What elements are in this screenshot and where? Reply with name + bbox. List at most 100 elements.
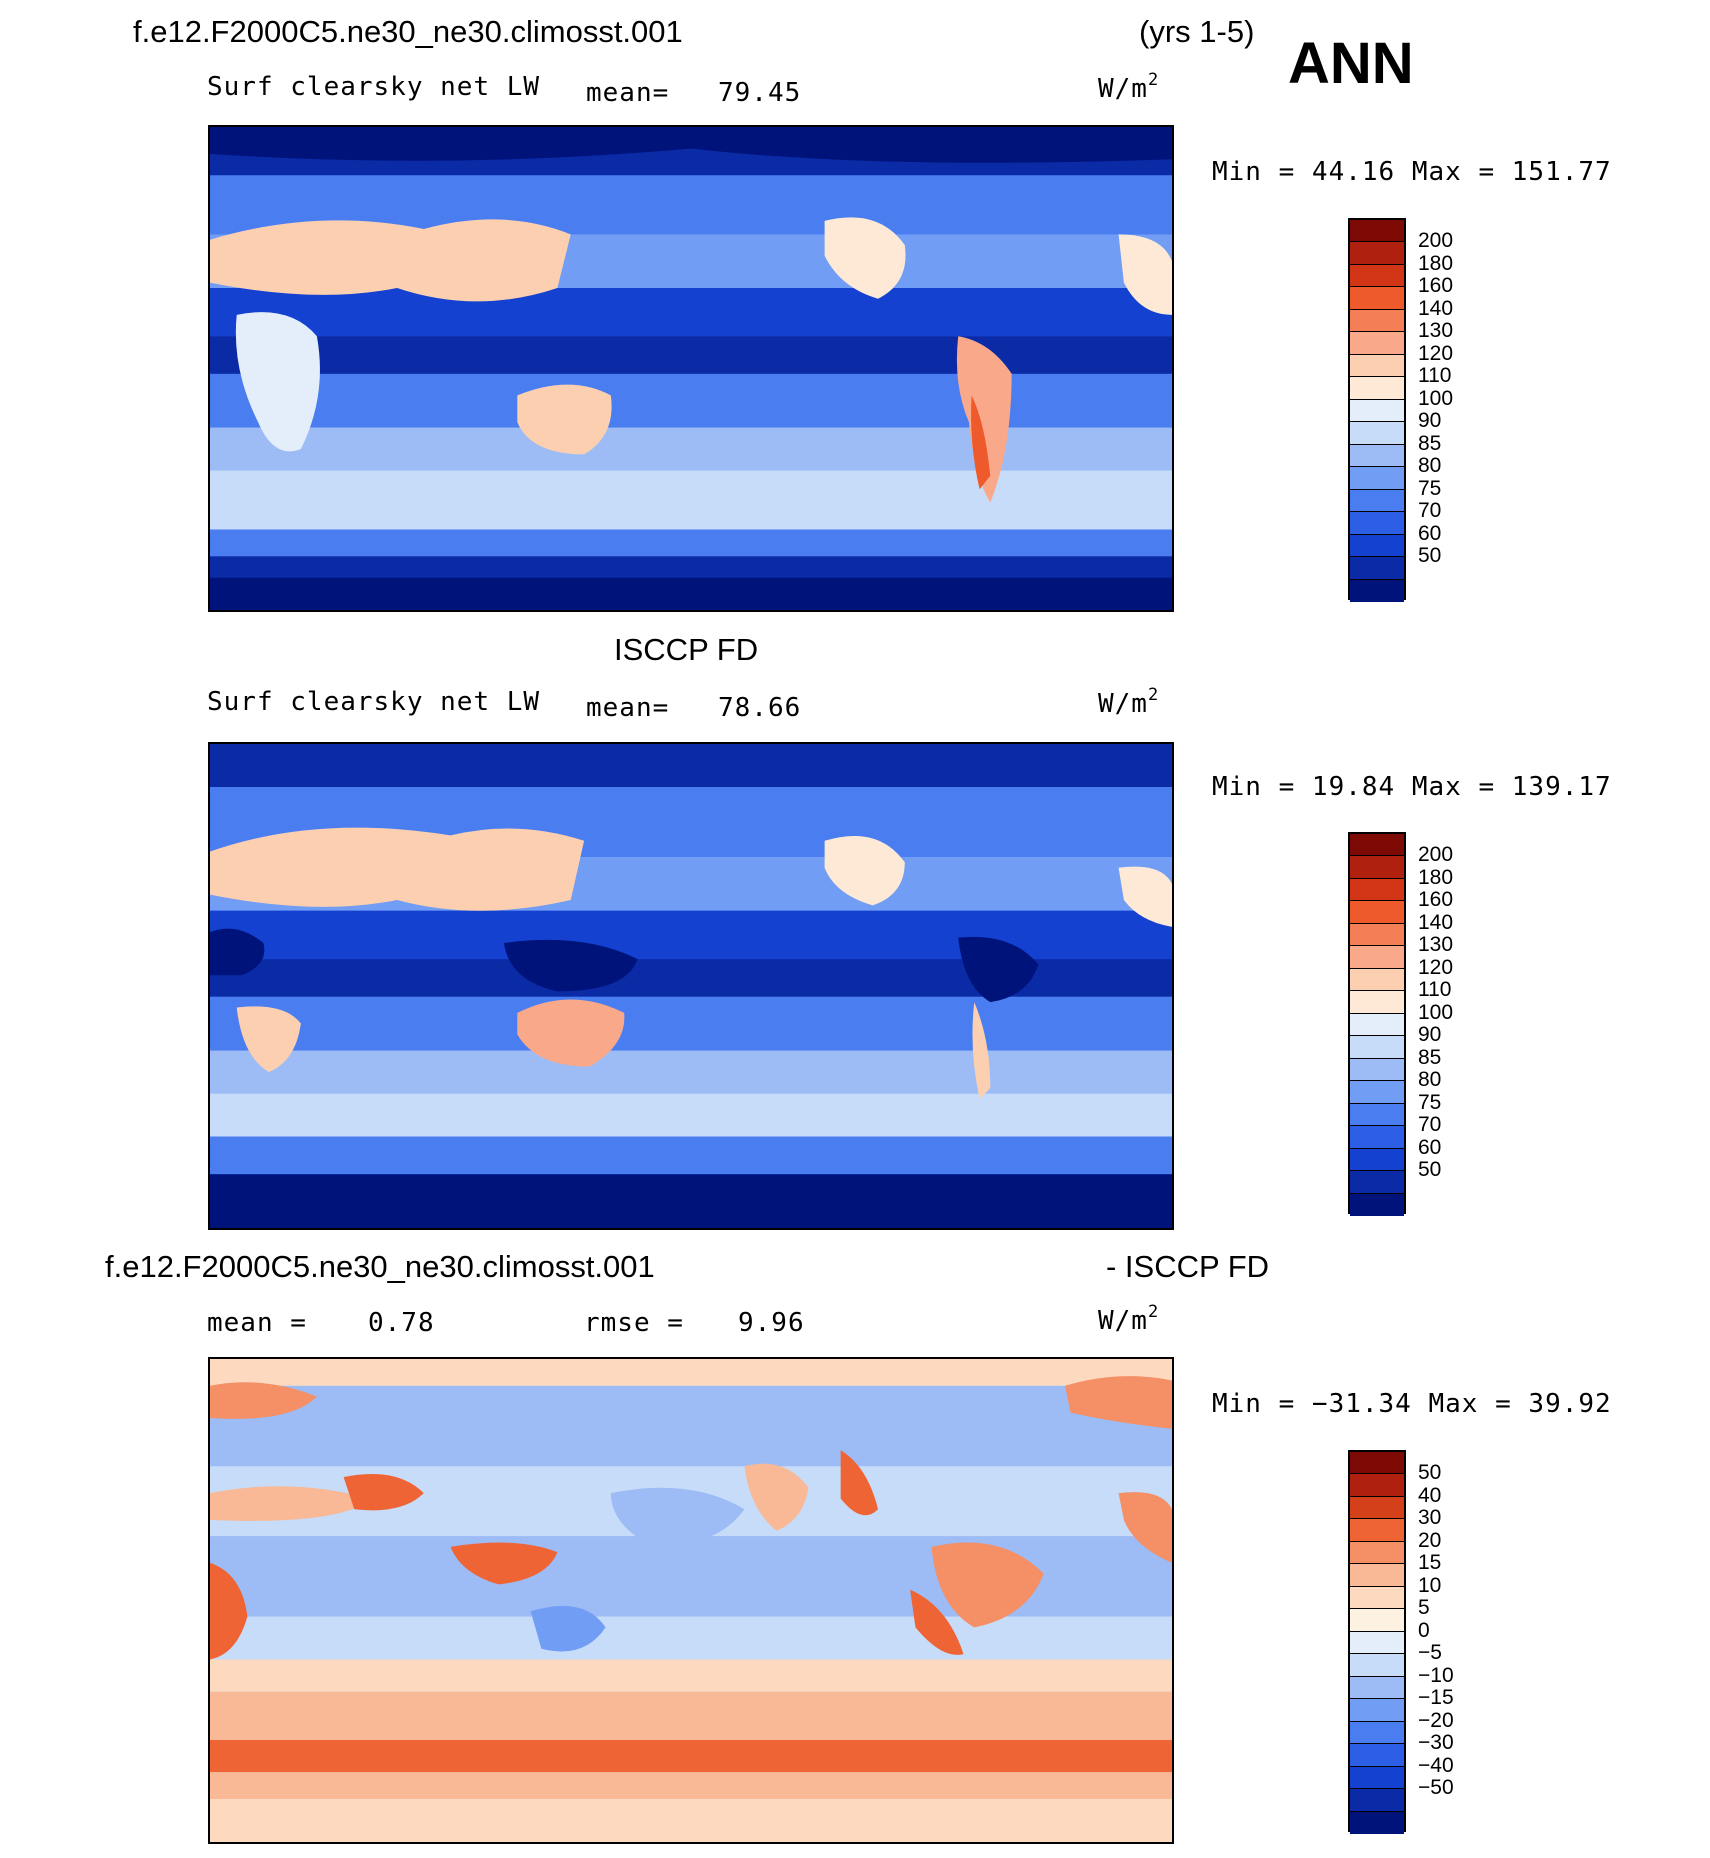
colorbar-tick-label: 85 <box>1418 431 1442 455</box>
colorbar-tick-label: −10 <box>1418 1663 1454 1687</box>
colorbar-swatch <box>1350 834 1404 857</box>
panel2-colorbar <box>1348 832 1406 1216</box>
colorbar-swatch <box>1350 287 1404 310</box>
diff-mean-value: 0.78 <box>368 1308 435 1338</box>
colorbar-tick-label: 140 <box>1418 296 1454 320</box>
case-title: f.e12.F2000C5.ne30_ne30.climosst.001 <box>133 14 683 49</box>
colorbar-swatch <box>1350 1631 1404 1655</box>
colorbar-tick-label: 180 <box>1418 865 1454 889</box>
panel2-field <box>210 744 1172 1228</box>
diff-minmax: Min = −31.34 Max = 39.92 <box>1212 1389 1612 1419</box>
colorbar-swatch <box>1350 1474 1404 1497</box>
colorbar-tick-label: 100 <box>1418 386 1454 410</box>
colorbar-tick-label: 0 <box>1418 1618 1430 1642</box>
colorbar-tick-label: 70 <box>1418 1113 1442 1137</box>
colorbar-tick-label: 110 <box>1418 978 1452 1002</box>
colorbar-tick-label: 75 <box>1418 1090 1442 1114</box>
colorbar-tick-label: 100 <box>1418 1000 1454 1024</box>
colorbar-swatch <box>1350 1721 1404 1745</box>
colorbar-swatch <box>1350 1148 1404 1172</box>
diff-title-left: f.e12.F2000C5.ne30_ne30.climosst.001 <box>105 1249 655 1284</box>
diff-rmse-value: 9.96 <box>738 1308 805 1338</box>
colorbar-tick-label: 60 <box>1418 521 1442 545</box>
colorbar-tick-label: −40 <box>1418 1753 1454 1777</box>
colorbar-swatch <box>1350 242 1404 265</box>
colorbar-tick-label: −5 <box>1418 1641 1442 1665</box>
diff-mean-label: mean = <box>207 1308 307 1338</box>
colorbar-swatch <box>1350 1496 1404 1520</box>
colorbar-tick-label: 90 <box>1418 409 1442 433</box>
colorbar-swatch <box>1350 1036 1404 1059</box>
panel2-map <box>208 742 1174 1230</box>
colorbar-swatch <box>1350 534 1404 558</box>
colorbar-tick-label: 70 <box>1418 499 1442 523</box>
diff-colorbar <box>1348 1450 1406 1834</box>
colorbar-swatch <box>1350 991 1404 1014</box>
colorbar-swatch <box>1350 1789 1404 1812</box>
colorbar-swatch <box>1350 332 1404 355</box>
colorbar-tick-label: 130 <box>1418 319 1454 343</box>
colorbar-swatch <box>1350 489 1404 513</box>
panel2-mean-label: mean= <box>586 693 670 723</box>
colorbar-swatch <box>1350 579 1404 602</box>
colorbar-swatch <box>1350 923 1404 947</box>
colorbar-swatch <box>1350 220 1404 243</box>
colorbar-tick-label: 40 <box>1418 1483 1442 1507</box>
colorbar-tick-label: 160 <box>1418 888 1454 912</box>
colorbar-tick-label: 180 <box>1418 251 1454 275</box>
panel1-map <box>208 125 1174 612</box>
colorbar-tick-label: 75 <box>1418 476 1442 500</box>
colorbar-swatch <box>1350 1126 1404 1149</box>
colorbar-tick-label: 200 <box>1418 843 1454 867</box>
colorbar-swatch <box>1350 354 1404 378</box>
colorbar-tick-label: 85 <box>1418 1045 1442 1069</box>
colorbar-swatch <box>1350 444 1404 468</box>
colorbar-tick-label: 90 <box>1418 1023 1442 1047</box>
colorbar-tick-label: 15 <box>1418 1551 1442 1575</box>
panel2-title: ISCCP FD <box>614 632 759 667</box>
colorbar-tick-label: 80 <box>1418 454 1442 478</box>
colorbar-swatch <box>1350 901 1404 924</box>
colorbar-tick-label: 130 <box>1418 933 1454 957</box>
colorbar-swatch <box>1350 1519 1404 1542</box>
colorbar-tick-label: 160 <box>1418 274 1454 298</box>
colorbar-swatch <box>1350 1541 1404 1565</box>
colorbar-swatch <box>1350 1452 1404 1475</box>
colorbar-swatch <box>1350 1193 1404 1216</box>
colorbar-tick-label: −30 <box>1418 1731 1454 1755</box>
panel1-field <box>210 127 1172 610</box>
colorbar-swatch <box>1350 1586 1404 1610</box>
colorbar-tick-label: −50 <box>1418 1776 1454 1800</box>
diff-units: W/m2 <box>1098 1302 1160 1336</box>
colorbar-swatch <box>1350 309 1404 333</box>
colorbar-swatch <box>1350 856 1404 879</box>
colorbar-swatch <box>1350 1744 1404 1767</box>
colorbar-tick-label: 20 <box>1418 1528 1442 1552</box>
colorbar-swatch <box>1350 1609 1404 1632</box>
panel2-variable: Surf clearsky net LW <box>207 687 541 717</box>
colorbar-swatch <box>1350 1699 1404 1722</box>
colorbar-tick-label: 120 <box>1418 341 1454 365</box>
colorbar-tick-label: −20 <box>1418 1708 1454 1732</box>
diff-title-right: - ISCCP FD <box>1106 1249 1270 1284</box>
colorbar-swatch <box>1350 1013 1404 1037</box>
colorbar-swatch <box>1350 422 1404 445</box>
panel1-colorbar <box>1348 218 1406 602</box>
colorbar-swatch <box>1350 399 1404 423</box>
colorbar-swatch <box>1350 1766 1404 1790</box>
years-label: (yrs 1-5) <box>1139 14 1255 49</box>
colorbar-swatch <box>1350 968 1404 992</box>
panel1-minmax: Min = 44.16 Max = 151.77 <box>1212 157 1612 187</box>
colorbar-swatch <box>1350 1676 1404 1700</box>
colorbar-tick-label: −15 <box>1418 1686 1454 1710</box>
colorbar-swatch <box>1350 1564 1404 1587</box>
colorbar-swatch <box>1350 467 1404 490</box>
colorbar-tick-label: 50 <box>1418 544 1442 568</box>
colorbar-swatch <box>1350 557 1404 580</box>
colorbar-tick-label: 200 <box>1418 229 1454 253</box>
diff-map <box>208 1357 1174 1844</box>
panel1-units: W/m2 <box>1098 70 1160 104</box>
panel1-mean-label: mean= <box>586 78 670 108</box>
panel2-minmax: Min = 19.84 Max = 139.17 <box>1212 772 1612 802</box>
colorbar-swatch <box>1350 1081 1404 1104</box>
